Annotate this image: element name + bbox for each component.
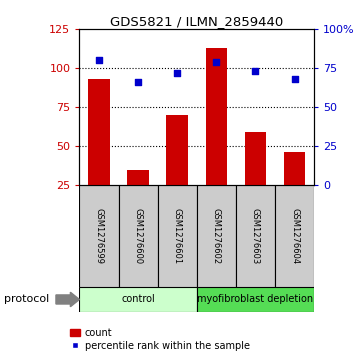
Text: GSM1276604: GSM1276604	[290, 208, 299, 264]
Bar	[205, 48, 227, 185]
Bar	[158, 185, 197, 287]
Text: GSM1276600: GSM1276600	[134, 208, 143, 264]
Text: protocol: protocol	[4, 294, 49, 305]
Legend: count, percentile rank within the sample: count, percentile rank within the sample	[66, 324, 253, 355]
Bar	[118, 185, 158, 287]
Point	[174, 70, 180, 76]
Bar	[284, 152, 305, 185]
Bar	[197, 287, 314, 312]
Title: GDS5821 / ILMN_2859440: GDS5821 / ILMN_2859440	[110, 15, 283, 28]
Bar	[275, 185, 314, 287]
Point	[213, 59, 219, 65]
Text: control: control	[121, 294, 155, 305]
Bar	[79, 185, 118, 287]
Bar	[79, 287, 197, 312]
Point	[292, 76, 297, 82]
Bar	[88, 79, 110, 185]
Text: myofibroblast depletion: myofibroblast depletion	[197, 294, 313, 305]
Bar	[166, 115, 188, 185]
Bar	[236, 185, 275, 287]
Text: GSM1276601: GSM1276601	[173, 208, 182, 264]
Bar	[197, 185, 236, 287]
Text: GSM1276599: GSM1276599	[95, 208, 104, 264]
Text: GSM1276602: GSM1276602	[212, 208, 221, 264]
Bar	[245, 132, 266, 185]
Point	[135, 79, 141, 85]
Point	[252, 68, 258, 74]
Text: GSM1276603: GSM1276603	[251, 208, 260, 264]
Point	[96, 57, 102, 63]
Bar	[127, 170, 149, 185]
